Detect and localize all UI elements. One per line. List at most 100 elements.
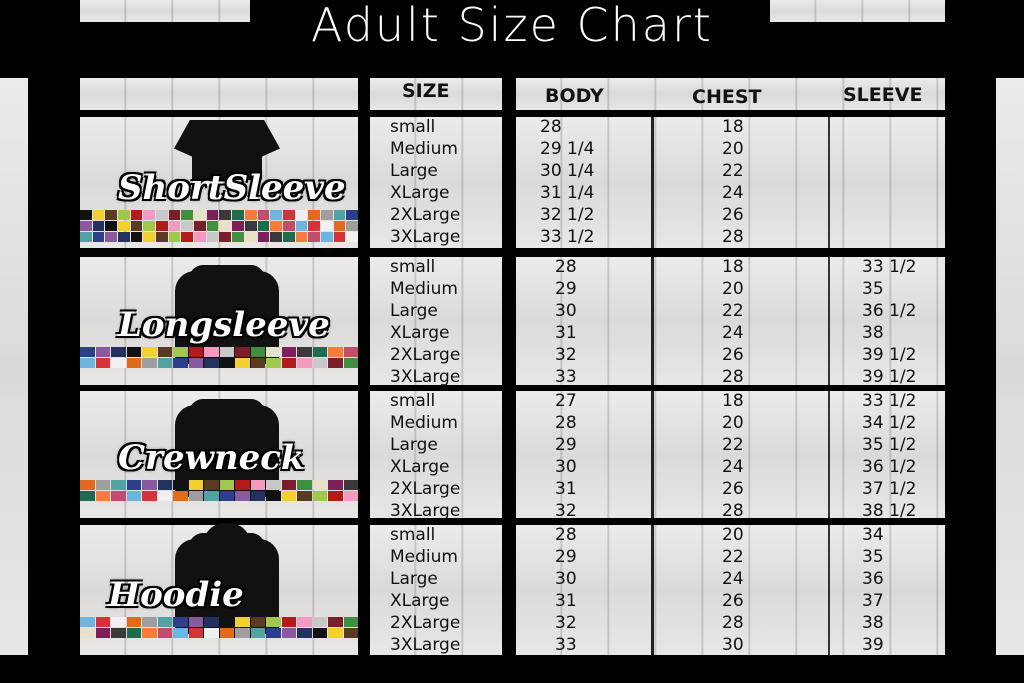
color-swatch <box>346 232 358 242</box>
color-swatch <box>343 628 358 638</box>
color-swatch <box>173 617 188 627</box>
color-swatch <box>270 210 282 220</box>
color-swatch <box>308 221 320 231</box>
color-swatch <box>92 210 105 220</box>
body-column: 28 29 30 31 32 33 <box>555 256 577 388</box>
color-swatch <box>105 232 118 242</box>
color-swatch <box>143 210 156 220</box>
body-value: 29 <box>555 279 577 299</box>
chest-value: 28 <box>722 367 744 387</box>
color-swatch <box>250 347 265 357</box>
color-swatch <box>320 221 333 231</box>
wood-strip-left <box>0 78 28 655</box>
sleeve-value: 35 1/2 <box>862 435 917 455</box>
size-cell <box>370 257 502 385</box>
column-divider <box>651 257 654 385</box>
color-swatch <box>328 617 343 627</box>
chest-value: 22 <box>722 435 744 455</box>
color-swatch <box>266 347 281 357</box>
color-swatch <box>126 480 141 490</box>
color-swatch <box>312 617 327 627</box>
size-cell <box>370 117 502 248</box>
color-swatch <box>111 358 126 368</box>
body-value: 29 1/4 <box>540 139 595 159</box>
sleeve-value: 33 1/2 <box>862 391 917 411</box>
color-swatches <box>80 347 358 368</box>
color-swatch <box>328 358 343 368</box>
color-swatch <box>270 232 282 242</box>
color-swatch <box>206 232 219 242</box>
color-swatch <box>270 221 282 231</box>
color-swatch <box>312 491 327 501</box>
body-value: 28 <box>555 257 577 277</box>
color-swatch <box>250 358 265 368</box>
color-swatch <box>219 480 234 490</box>
color-swatch <box>250 617 265 627</box>
color-swatch <box>257 210 270 220</box>
header-measure-cell <box>516 78 945 110</box>
color-swatch <box>206 221 219 231</box>
color-swatch <box>266 628 281 638</box>
color-swatch <box>232 221 244 231</box>
color-swatch <box>281 617 296 627</box>
color-swatch <box>80 358 95 368</box>
size-value: 2XLarge <box>390 479 461 499</box>
color-swatch <box>297 347 312 357</box>
size-column: small Medium Large XLarge 2XLarge 3XLarge <box>390 390 460 522</box>
size-value: XLarge <box>390 457 450 477</box>
chest-value: 28 <box>722 501 744 521</box>
product-name: Crewneck <box>118 438 305 478</box>
color-swatch <box>297 358 312 368</box>
color-swatch <box>295 210 308 220</box>
chest-value: 22 <box>722 547 744 567</box>
color-swatch <box>126 358 141 368</box>
size-column: small Medium Large XLarge 2XLarge 3XLarge <box>390 116 460 248</box>
size-value: small <box>390 525 436 545</box>
color-swatch <box>308 210 320 220</box>
color-swatch <box>266 617 281 627</box>
sleeve-value: 37 1/2 <box>862 479 917 499</box>
color-swatch <box>168 210 181 220</box>
body-value: 33 <box>555 635 577 655</box>
color-swatch <box>156 221 168 231</box>
body-value: 32 1/2 <box>540 205 595 225</box>
chest-value: 26 <box>722 205 744 225</box>
color-swatch <box>219 210 232 220</box>
color-swatch <box>295 232 308 242</box>
chest-value: 24 <box>722 569 744 589</box>
body-value: 28 <box>540 117 562 137</box>
color-swatch <box>157 628 172 638</box>
chest-value: 20 <box>722 139 744 159</box>
color-swatch <box>232 210 244 220</box>
color-swatch <box>173 480 188 490</box>
color-swatch <box>118 232 130 242</box>
product-name: ShortSleeve <box>118 168 346 208</box>
header-size: SIZE <box>402 80 450 102</box>
chest-column: 20 22 24 26 28 30 <box>722 524 744 656</box>
color-swatch <box>235 628 250 638</box>
color-swatch <box>281 491 296 501</box>
color-swatch <box>333 232 346 242</box>
chest-column: 18 20 22 24 26 28 <box>722 390 744 522</box>
color-swatch <box>320 232 333 242</box>
color-swatch <box>235 480 250 490</box>
color-swatch <box>143 221 156 231</box>
color-swatch <box>95 628 110 638</box>
color-swatch <box>295 221 308 231</box>
chest-value: 20 <box>722 279 744 299</box>
color-swatch <box>80 617 95 627</box>
color-swatches <box>80 617 358 638</box>
color-swatch <box>204 628 219 638</box>
color-swatch <box>80 628 95 638</box>
size-value: Medium <box>390 413 458 433</box>
size-value: 2XLarge <box>390 613 461 633</box>
column-divider <box>828 257 830 385</box>
color-swatch <box>173 358 188 368</box>
color-swatch <box>312 480 327 490</box>
color-swatch <box>232 232 244 242</box>
color-swatch <box>281 480 296 490</box>
color-swatch <box>328 480 343 490</box>
color-swatch <box>281 628 296 638</box>
color-swatch <box>111 480 126 490</box>
column-divider <box>651 525 654 655</box>
